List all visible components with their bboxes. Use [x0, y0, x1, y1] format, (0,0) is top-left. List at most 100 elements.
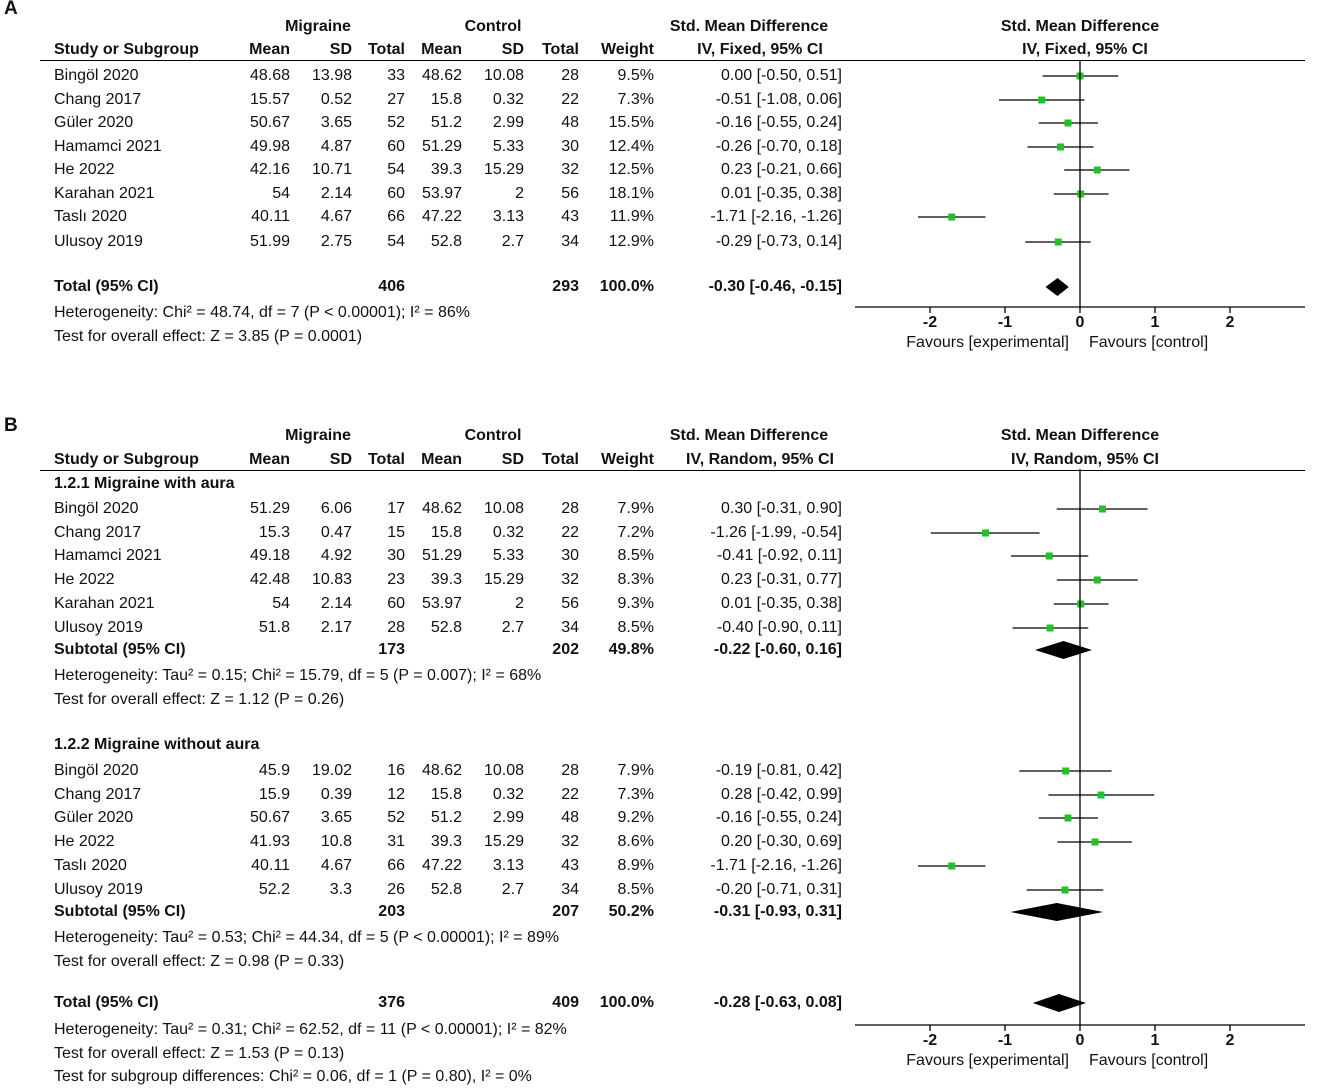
study-name: Bingöl 2020 — [54, 500, 139, 517]
control-total: 30 — [561, 547, 579, 564]
study-weight: 9.3% — [617, 595, 654, 612]
study-weight: 8.6% — [617, 833, 654, 850]
total2-header: Total — [541, 41, 579, 58]
control-mean: 39.3 — [430, 161, 462, 178]
migraine-sd: 2.75 — [320, 233, 352, 250]
x-axis-tick-label: -1 — [997, 1032, 1013, 1049]
stats-note: Test for subgroup differences: Chi² = 0.… — [54, 1068, 532, 1085]
point-estimate-marker — [1054, 238, 1062, 246]
forest-plot-svg — [855, 469, 1305, 1031]
migraine-total: 54 — [387, 161, 405, 178]
migraine-total: 203 — [378, 903, 405, 920]
migraine-total: 60 — [387, 138, 405, 155]
effect-ci: 0.01 [-0.35, 0.38] — [721, 595, 842, 612]
migraine-total: 16 — [387, 762, 405, 779]
migraine-sd: 10.83 — [311, 571, 352, 588]
control-sd: 15.29 — [483, 571, 524, 588]
effect-ci: 0.23 [-0.31, 0.77] — [721, 571, 842, 588]
effect-ci: -0.51 [-1.08, 0.06] — [715, 91, 842, 108]
plot-method-header: IV, Random, 95% CI — [1011, 451, 1159, 468]
study-name: Güler 2020 — [54, 809, 134, 826]
control-sd: 3.13 — [492, 857, 524, 874]
point-estimate-marker — [948, 213, 956, 221]
effect-title-header: Std. Mean Difference — [669, 18, 829, 35]
effect-ci: -0.16 [-0.55, 0.24] — [715, 114, 842, 131]
control-sd: 2 — [515, 595, 524, 612]
migraine-mean: 54 — [272, 185, 290, 202]
control-sd: 2.7 — [501, 619, 524, 636]
pooled-diamond — [1010, 903, 1104, 921]
study-weight: 9.5% — [617, 67, 654, 84]
header-rule — [40, 60, 1305, 61]
mean1-header: Mean — [249, 41, 290, 58]
study-weight: 12.9% — [608, 233, 654, 250]
control-mean: 51.2 — [430, 114, 462, 131]
study-name: Güler 2020 — [54, 114, 134, 131]
migraine-mean: 42.48 — [249, 571, 290, 588]
favours-control-label: Favours [control] — [1089, 1052, 1209, 1069]
stats-note: Test for overall effect: Z = 1.12 (P = 0… — [54, 691, 345, 708]
control-sd: 10.08 — [483, 500, 524, 517]
weight-header: Weight — [600, 451, 654, 468]
control-mean: 48.62 — [421, 67, 462, 84]
study-name: He 2022 — [54, 833, 115, 850]
group2-header: Control — [464, 427, 522, 444]
control-sd: 2 — [515, 185, 524, 202]
migraine-total: 28 — [387, 619, 405, 636]
x-axis-tick-label: 2 — [1225, 314, 1235, 331]
control-total: 28 — [561, 500, 579, 517]
effect-ci: -0.29 [-0.73, 0.14] — [715, 233, 842, 250]
migraine-total: 406 — [378, 278, 405, 295]
stats-note: Heterogeneity: Chi² = 48.74, df = 7 (P <… — [54, 304, 470, 321]
sd2-header: SD — [501, 451, 524, 468]
x-axis-tick-label: -2 — [922, 1032, 938, 1049]
migraine-mean: 49.18 — [249, 547, 290, 564]
control-total: 28 — [561, 67, 579, 84]
control-total: 43 — [561, 857, 579, 874]
control-total: 34 — [561, 233, 579, 250]
study-weight: 7.3% — [617, 91, 654, 108]
point-estimate-marker — [1093, 166, 1101, 174]
stats-note: Test for overall effect: Z = 3.85 (P = 0… — [54, 328, 363, 345]
control-mean: 53.97 — [421, 595, 462, 612]
study-name: Chang 2017 — [54, 524, 142, 541]
stats-note: Heterogeneity: Tau² = 0.31; Chi² = 62.52… — [54, 1021, 567, 1038]
migraine-total: 33 — [387, 67, 405, 84]
pooled-label: Subtotal (95% CI) — [54, 903, 186, 920]
control-total: 48 — [561, 114, 579, 131]
migraine-mean: 51.29 — [249, 500, 290, 517]
control-mean: 52.8 — [430, 233, 462, 250]
migraine-total: 66 — [387, 208, 405, 225]
sd1-header: SD — [329, 41, 352, 58]
control-total: 43 — [561, 208, 579, 225]
effect-ci: -0.26 [-0.70, 0.18] — [715, 138, 842, 155]
migraine-sd: 4.67 — [320, 857, 352, 874]
migraine-mean: 54 — [272, 595, 290, 612]
control-total: 34 — [561, 619, 579, 636]
control-total: 207 — [552, 903, 579, 920]
study-header: Study or Subgroup — [54, 451, 199, 468]
migraine-sd: 10.71 — [311, 161, 352, 178]
pooled-diamond — [1045, 278, 1069, 296]
migraine-total: 376 — [378, 994, 405, 1011]
effect-method-header: IV, Random, 95% CI — [686, 451, 834, 468]
point-estimate-marker — [1038, 96, 1046, 104]
study-header: Study or Subgroup — [54, 41, 199, 58]
study-name: He 2022 — [54, 161, 115, 178]
point-estimate-marker — [1045, 552, 1053, 560]
study-name: Ulusoy 2019 — [54, 881, 143, 898]
plot-title-header: Std. Mean Difference — [1000, 18, 1160, 35]
subgroup-heading: 1.2.2 Migraine without aura — [54, 736, 260, 753]
migraine-mean: 48.68 — [249, 67, 290, 84]
migraine-total: 30 — [387, 547, 405, 564]
migraine-sd: 2.14 — [320, 595, 352, 612]
pooled-ci: -0.30 [-0.46, -0.15] — [708, 278, 842, 295]
point-estimate-marker — [1097, 791, 1105, 799]
migraine-mean: 49.98 — [249, 138, 290, 155]
stats-note: Test for overall effect: Z = 0.98 (P = 0… — [54, 953, 345, 970]
study-name: Taslı 2020 — [54, 208, 127, 225]
control-mean: 51.29 — [421, 138, 462, 155]
control-mean: 53.97 — [421, 185, 462, 202]
x-axis-tick-label: -1 — [997, 314, 1013, 331]
plot-title-header: Std. Mean Difference — [1000, 427, 1160, 444]
